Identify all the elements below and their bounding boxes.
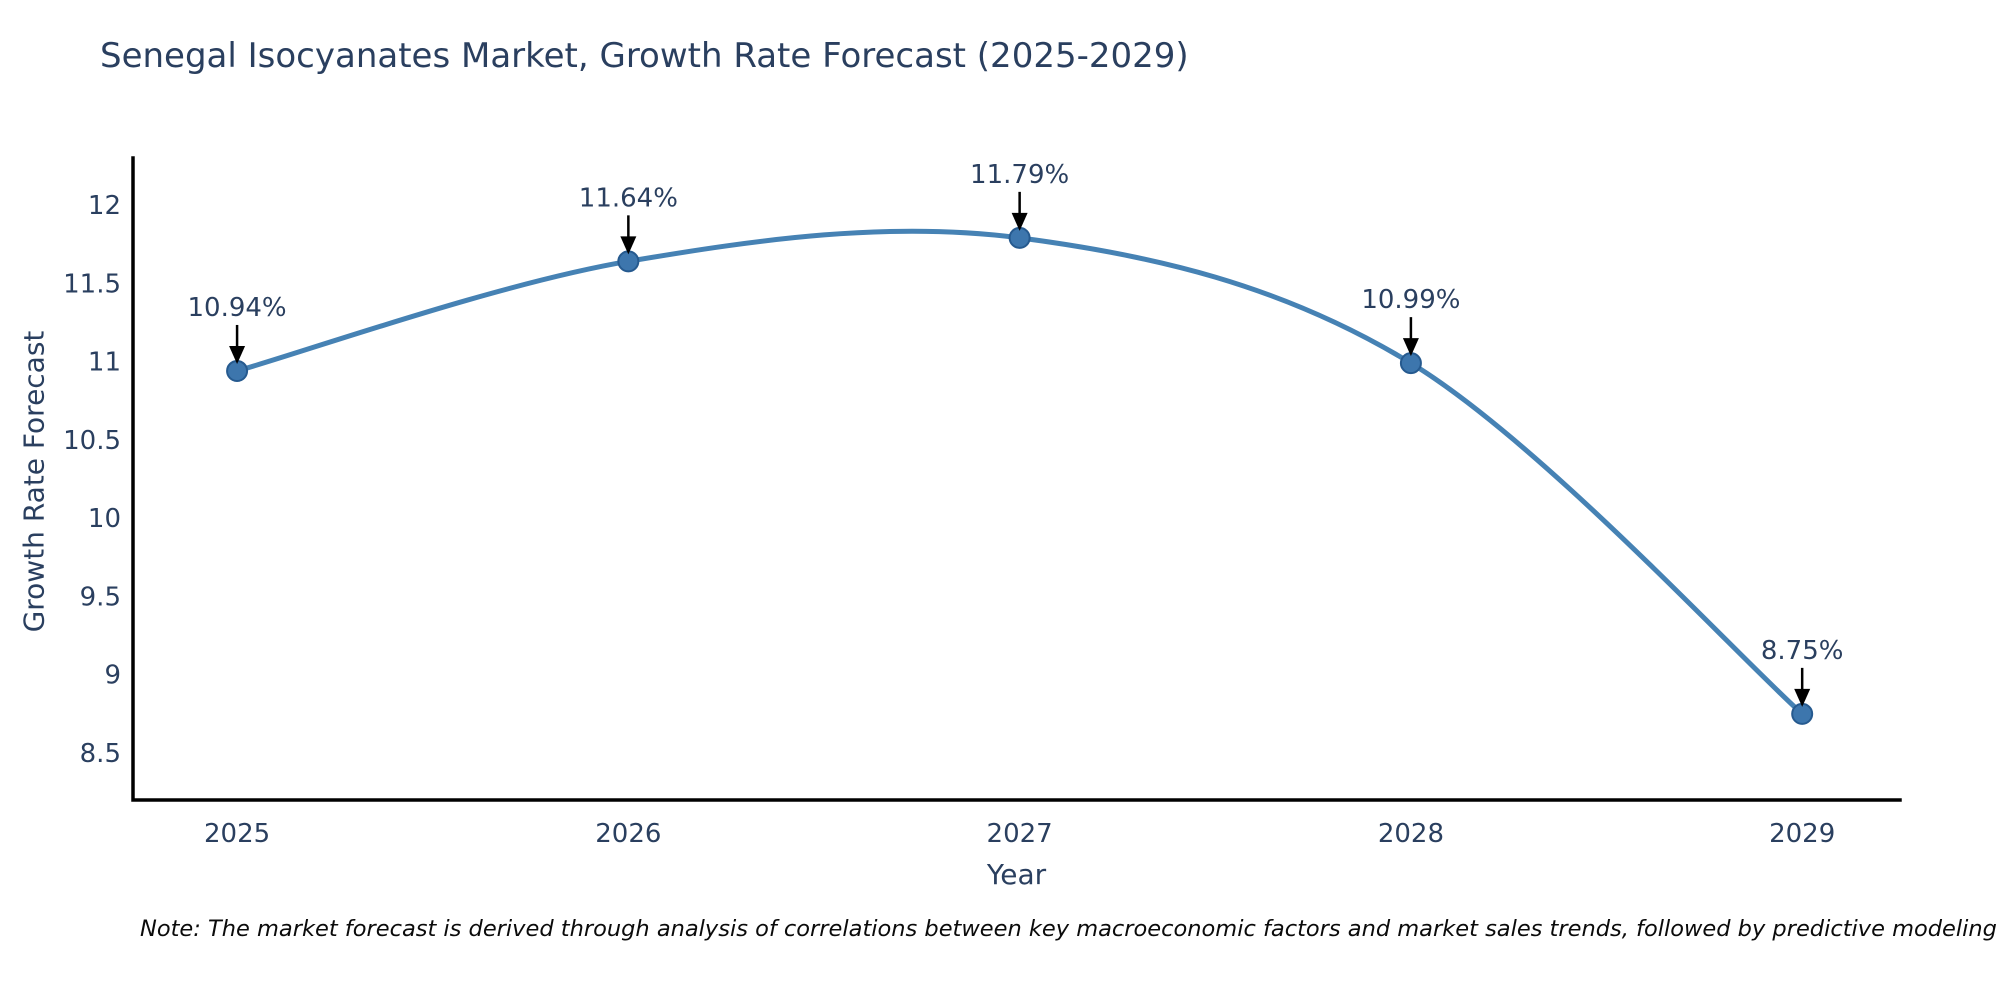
y-tick-label: 11.5 bbox=[63, 269, 121, 299]
y-tick-label: 12 bbox=[88, 191, 121, 221]
x-axis-title: Year bbox=[986, 858, 1047, 891]
annotation-arrowhead bbox=[1402, 338, 1419, 357]
x-tick-label: 2028 bbox=[1378, 819, 1444, 849]
y-tick-label: 8.5 bbox=[80, 739, 121, 769]
annotation-arrowhead bbox=[1011, 212, 1028, 231]
annotation-arrowhead bbox=[1794, 688, 1811, 707]
forecast-line bbox=[236, 228, 1804, 716]
data-point-label: 11.64% bbox=[579, 183, 678, 213]
data-point-label: 11.79% bbox=[970, 160, 1069, 190]
data-point-marker bbox=[1008, 226, 1031, 249]
y-tick-label: 11 bbox=[88, 348, 121, 378]
x-tick-label: 2026 bbox=[595, 819, 661, 849]
y-tick-label: 9.5 bbox=[80, 582, 121, 612]
x-tick-label: 2029 bbox=[1769, 819, 1835, 849]
annotation-arrowhead bbox=[229, 345, 246, 364]
data-point-label: 10.94% bbox=[188, 293, 287, 323]
data-point-label: 10.99% bbox=[1361, 285, 1460, 315]
x-tick-label: 2025 bbox=[204, 819, 270, 849]
y-tick-label: 9 bbox=[104, 661, 121, 691]
annotation-arrowhead bbox=[620, 236, 637, 255]
data-point-label: 8.75% bbox=[1761, 636, 1844, 666]
y-tick-label: 10.5 bbox=[63, 426, 121, 456]
axis-lines bbox=[131, 156, 1902, 802]
x-tick-label: 2027 bbox=[987, 819, 1053, 849]
y-tick-label: 10 bbox=[88, 504, 121, 534]
chart-title: Senegal Isocyanates Market, Growth Rate … bbox=[100, 36, 1189, 76]
footnote: Note: The market forecast is derived thr… bbox=[140, 916, 2000, 942]
